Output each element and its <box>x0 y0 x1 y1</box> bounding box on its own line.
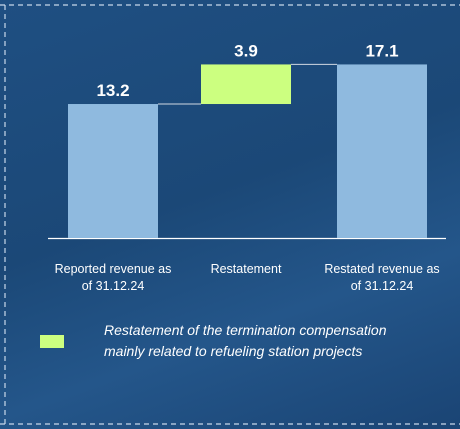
bar <box>68 104 158 239</box>
legend-label: Restatement of the termination compensat… <box>104 322 387 359</box>
x-tick-label: Reported revenue as of 31.12.24 <box>54 262 172 293</box>
data-label: 17.1 <box>365 41 398 60</box>
data-label: 13.2 <box>96 81 129 100</box>
x-tick-label: Restatement <box>210 262 282 276</box>
bar <box>337 64 427 238</box>
x-tick-label: Restated revenue as of 31.12.24 <box>324 262 440 293</box>
data-label: 3.9 <box>234 41 258 60</box>
legend-swatch <box>40 335 64 348</box>
bar <box>201 64 291 105</box>
